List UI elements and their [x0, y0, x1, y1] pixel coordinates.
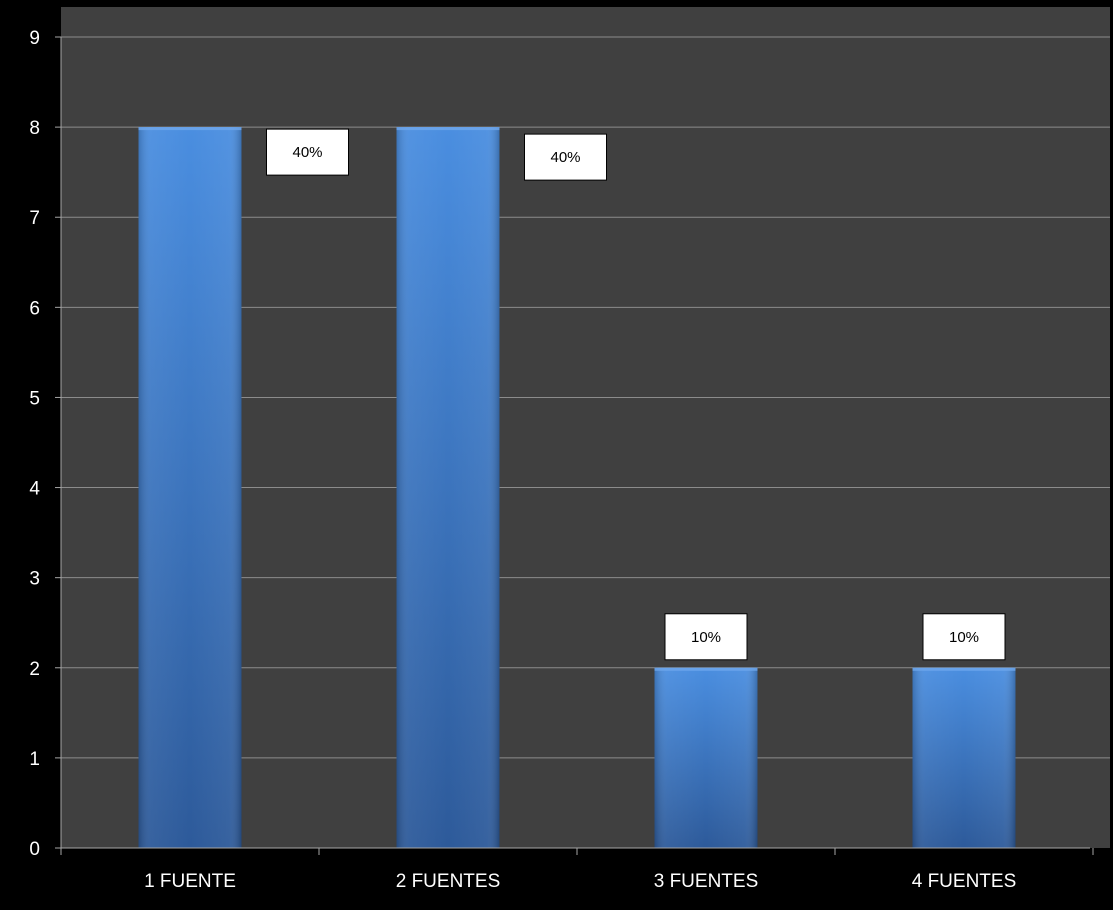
bar-sheen [396, 127, 500, 849]
y-tick-label: 0 [29, 839, 40, 860]
bar-top-edge [912, 667, 1016, 671]
data-label-text: 10% [691, 629, 721, 646]
data-label-box [266, 128, 349, 176]
y-tick-label: 2 [29, 659, 40, 680]
bar-2 [396, 127, 500, 849]
data-label: 10% [664, 613, 748, 661]
bar-top-edge [396, 127, 500, 131]
y-tick-labels: 0 1 2 3 4 5 6 7 8 9 [29, 28, 40, 860]
y-tick-label: 5 [29, 388, 40, 409]
bar-sheen [654, 667, 758, 848]
bar-top-edge [138, 127, 242, 131]
y-tick-label: 8 [29, 118, 40, 139]
data-label-text: 10% [949, 629, 979, 646]
x-tick-label: 1 FUENTE [144, 871, 236, 892]
data-label-box [664, 613, 748, 661]
data-label-box [524, 133, 607, 181]
bar-sheen [138, 127, 242, 849]
data-label-box [922, 613, 1006, 661]
x-tick-label: 2 FUENTES [396, 871, 501, 892]
data-labels: 40% 40% 10% 10% [266, 128, 1006, 661]
y-tick-label: 1 [29, 749, 40, 770]
y-tick-label: 6 [29, 298, 40, 319]
bar-sheen [912, 667, 1016, 848]
y-tick-label: 3 [29, 569, 40, 590]
x-tick-labels: 1 FUENTE 2 FUENTES 3 FUENTES 4 FUENTES [144, 871, 1016, 892]
bar-top-edge [654, 667, 758, 671]
data-label: 10% [922, 613, 1006, 661]
bar-3 [654, 667, 758, 848]
x-tick-label: 3 FUENTES [654, 871, 759, 892]
y-tick-label: 9 [29, 28, 40, 49]
y-tick-label: 7 [29, 208, 40, 229]
y-tick-label: 4 [29, 479, 40, 500]
data-label: 40% [524, 133, 607, 181]
bar-4 [912, 667, 1016, 848]
x-tick-label: 4 FUENTES [912, 871, 1017, 892]
bars [138, 127, 1016, 849]
axes [55, 36, 1094, 855]
data-label-text: 40% [292, 144, 322, 161]
data-label: 40% [266, 128, 349, 176]
data-label-text: 40% [550, 149, 580, 166]
bar-1 [138, 127, 242, 849]
